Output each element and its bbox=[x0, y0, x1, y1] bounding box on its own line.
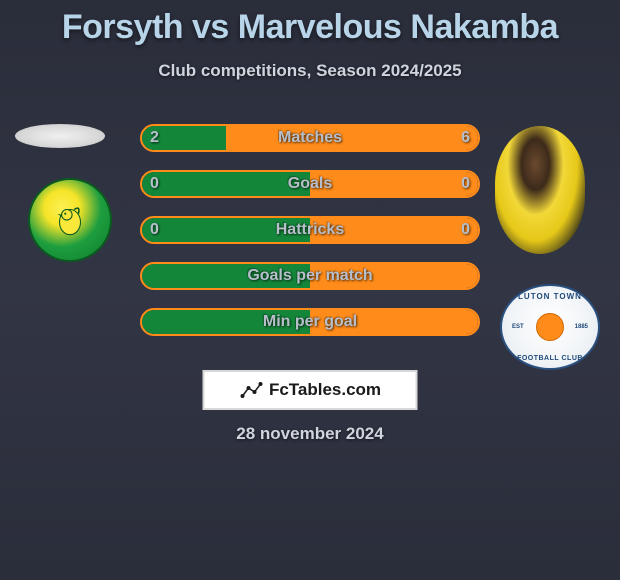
stat-fill-right bbox=[226, 126, 478, 150]
stats-container: 2 6 Matches 0 0 Goals 0 0 Hattricks Goals per mat… bbox=[140, 124, 480, 354]
stat-bar: 0 0 Goals bbox=[140, 170, 480, 198]
stat-label: Goals bbox=[288, 175, 332, 193]
chart-icon bbox=[239, 378, 263, 402]
club-right-name-top: LUTON TOWN bbox=[518, 292, 582, 301]
club-right-est-year: 1885 bbox=[575, 324, 588, 330]
subtitle: Club competitions, Season 2024/2025 bbox=[0, 61, 620, 81]
stat-fill-right bbox=[310, 172, 478, 196]
club-right-est-label: EST bbox=[512, 324, 524, 330]
stat-value-left: 0 bbox=[150, 175, 159, 193]
stat-bar: 2 6 Matches bbox=[140, 124, 480, 152]
page-title: Forsyth vs Marvelous Nakamba bbox=[0, 0, 620, 47]
player-left-photo bbox=[15, 124, 105, 148]
stat-label: Hattricks bbox=[276, 221, 344, 239]
stat-bar: Min per goal bbox=[140, 308, 480, 336]
footer-brand-text: FcTables.com bbox=[269, 380, 381, 400]
stat-value-right: 0 bbox=[461, 221, 470, 239]
stat-value-left: 2 bbox=[150, 129, 159, 147]
stat-label: Goals per match bbox=[247, 267, 372, 285]
club-badge-left bbox=[28, 178, 112, 262]
stat-value-right: 0 bbox=[461, 175, 470, 193]
player-right-photo bbox=[495, 126, 585, 254]
club-badge-right: LUTON TOWN EST 1885 FOOTBALL CLUB bbox=[500, 284, 600, 370]
stat-value-left: 0 bbox=[150, 221, 159, 239]
stat-label: Matches bbox=[278, 129, 342, 147]
stat-bar: 0 0 Hattricks bbox=[140, 216, 480, 244]
stat-value-right: 6 bbox=[461, 129, 470, 147]
stat-label: Min per goal bbox=[263, 313, 357, 331]
footer-brand-badge: FcTables.com bbox=[203, 370, 418, 410]
canary-icon bbox=[49, 199, 91, 241]
stat-bar: Goals per match bbox=[140, 262, 480, 290]
club-right-name-bottom: FOOTBALL CLUB bbox=[517, 355, 583, 362]
football-icon bbox=[536, 313, 564, 341]
stat-fill-left bbox=[142, 172, 310, 196]
date-text: 28 november 2024 bbox=[0, 424, 620, 444]
